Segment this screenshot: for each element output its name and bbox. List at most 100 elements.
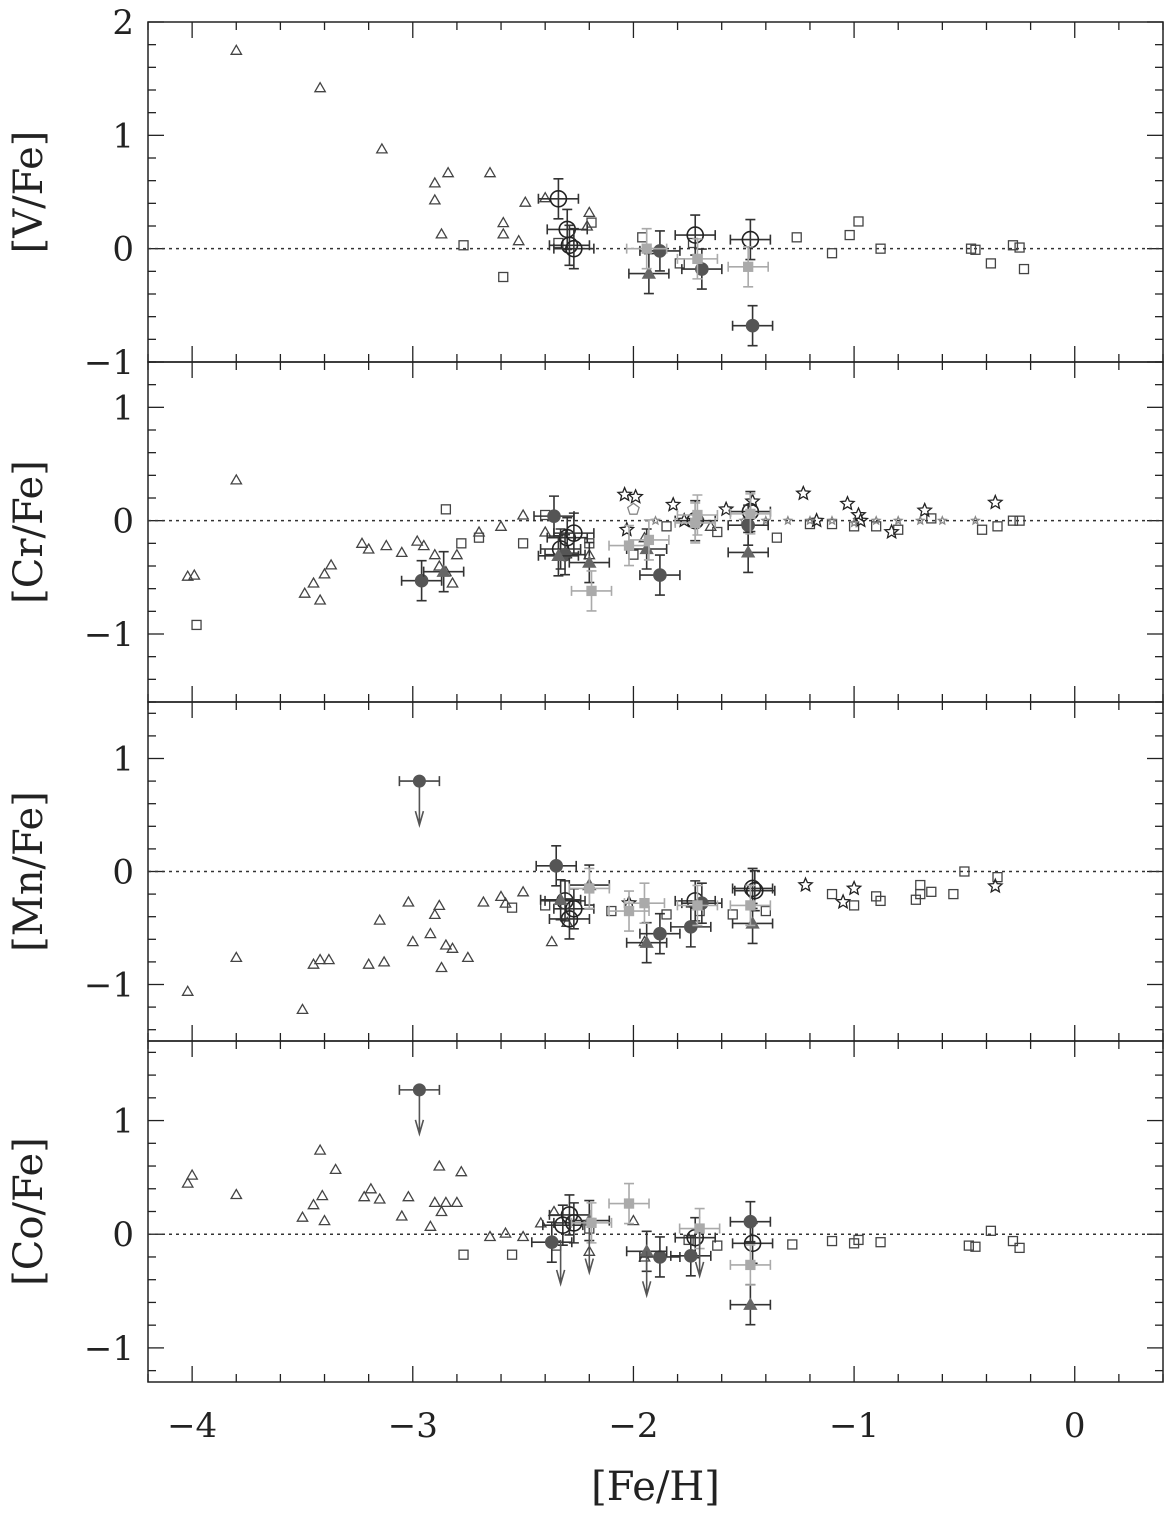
data-point-open-square <box>844 229 855 241</box>
data-point-open-square <box>826 248 838 259</box>
data-point-gray-square <box>584 883 595 894</box>
data-point-open-triangle <box>432 559 446 571</box>
data-point-small-star <box>848 517 860 528</box>
data-point-open-star <box>987 877 1004 894</box>
data-point-open-star <box>916 501 934 518</box>
data-point-open-triangle <box>355 537 369 548</box>
data-point-filled-triangle <box>740 545 756 558</box>
data-point-open-square <box>1014 1242 1025 1254</box>
data-point-open-triangle <box>364 1182 378 1194</box>
data-point-small-star <box>870 515 882 526</box>
data-point-open-square <box>727 909 738 920</box>
data-point-open-star <box>664 496 682 512</box>
data-point-open-star <box>834 893 852 910</box>
data-point-open-triangle <box>439 938 453 950</box>
data-point-open-triangle <box>704 520 718 531</box>
data-point-open-circle <box>743 879 762 898</box>
data-point-open-square <box>1014 515 1025 526</box>
data-point-open-triangle <box>307 576 320 588</box>
data-point-open-star <box>852 512 870 528</box>
data-point-open-triangle <box>538 191 552 203</box>
data-point-filled-circle <box>743 1214 758 1229</box>
y-tick-label: 1 <box>112 116 134 156</box>
data-point-open-square <box>985 258 997 269</box>
data-point-open-triangle <box>432 1159 446 1171</box>
y-tick-label: −1 <box>84 615 134 655</box>
data-point-small-star <box>826 515 838 526</box>
data-point-open-triangle <box>483 166 497 178</box>
data-point-filled-circle <box>653 926 667 941</box>
data-point-open-square <box>926 886 937 897</box>
data-point-open-square <box>771 532 783 543</box>
data-point-open-square <box>661 521 672 532</box>
data-point-small-star <box>969 515 981 526</box>
data-point-open-circle <box>745 881 764 900</box>
error-bar <box>731 867 774 910</box>
data-point-open-square <box>553 237 564 249</box>
x-tick-label: 0 <box>1064 1406 1086 1446</box>
data-point-open-triangle <box>185 1168 199 1180</box>
data-point-filled-triangle <box>436 564 451 577</box>
data-point-open-triangle <box>483 1230 497 1242</box>
data-point-open-star <box>808 512 825 528</box>
data-point-open-triangle <box>435 961 448 973</box>
data-point-open-square <box>992 521 1003 532</box>
data-point-gray-square <box>639 897 650 909</box>
chart-marks <box>181 44 1030 1326</box>
data-point-open-triangle <box>298 586 312 598</box>
data-point-open-triangle <box>428 176 442 188</box>
data-point-open-square <box>948 888 959 900</box>
data-point-open-triangle <box>538 525 552 537</box>
data-point-open-triangle <box>627 1214 640 1226</box>
data-point-open-square <box>506 1249 518 1260</box>
data-point-gray-square <box>745 1259 756 1271</box>
data-point-filled-circle <box>414 573 429 588</box>
data-point-open-circle <box>565 239 583 258</box>
data-point-gray-square <box>743 261 754 272</box>
data-point-open-square <box>970 244 981 255</box>
data-point-open-triangle <box>454 1165 468 1177</box>
upper-limit-arrow <box>555 1239 566 1287</box>
error-bar <box>546 208 589 251</box>
data-point-open-square <box>458 1249 469 1260</box>
error-bar <box>553 227 595 270</box>
data-point-open-triangle <box>329 1163 342 1175</box>
x-tick-label: −4 <box>167 1406 217 1446</box>
error-bar <box>733 869 776 912</box>
data-point-open-square <box>506 902 518 913</box>
data-point-small-star <box>804 515 816 526</box>
data-point-open-triangle <box>324 558 338 570</box>
data-point-open-square <box>1014 242 1025 253</box>
data-point-open-square <box>628 549 639 560</box>
data-point-open-triangle <box>516 508 530 520</box>
data-point-open-triangle <box>402 1190 415 1202</box>
data-point-gray-square <box>745 508 756 520</box>
upper-limit-arrow <box>414 781 425 829</box>
error-bar <box>548 224 591 267</box>
data-point-open-square <box>915 879 926 891</box>
x-tick-label: −2 <box>608 1406 658 1446</box>
data-point-open-triangle <box>357 1190 371 1202</box>
data-point-open-triangle <box>516 1230 530 1242</box>
data-point-filled-circle <box>547 509 561 523</box>
y-axis-label: [Co/Fe] <box>6 1137 52 1286</box>
error-bar <box>548 898 591 940</box>
data-point-open-square <box>826 1235 838 1247</box>
data-point-open-triangle <box>362 542 375 554</box>
y-axis-label: [V/Fe] <box>6 131 52 254</box>
data-point-open-triangle <box>494 520 508 531</box>
data-point-open-triangle <box>496 216 510 228</box>
data-point-gray-square <box>745 900 756 911</box>
data-point-open-square <box>191 619 202 631</box>
data-point-open-star <box>797 876 814 893</box>
data-point-open-triangle <box>307 1198 320 1210</box>
data-point-open-triangle <box>461 951 475 963</box>
data-point-filled-circle <box>549 859 564 873</box>
data-point-open-square <box>1007 515 1019 526</box>
data-point-filled-circle <box>653 568 667 582</box>
data-point-open-square <box>848 521 860 532</box>
data-point-open-triangle <box>362 957 375 969</box>
data-point-open-square <box>853 216 864 227</box>
data-point-open-triangle <box>229 473 243 485</box>
y-tick-label: 1 <box>112 740 134 780</box>
